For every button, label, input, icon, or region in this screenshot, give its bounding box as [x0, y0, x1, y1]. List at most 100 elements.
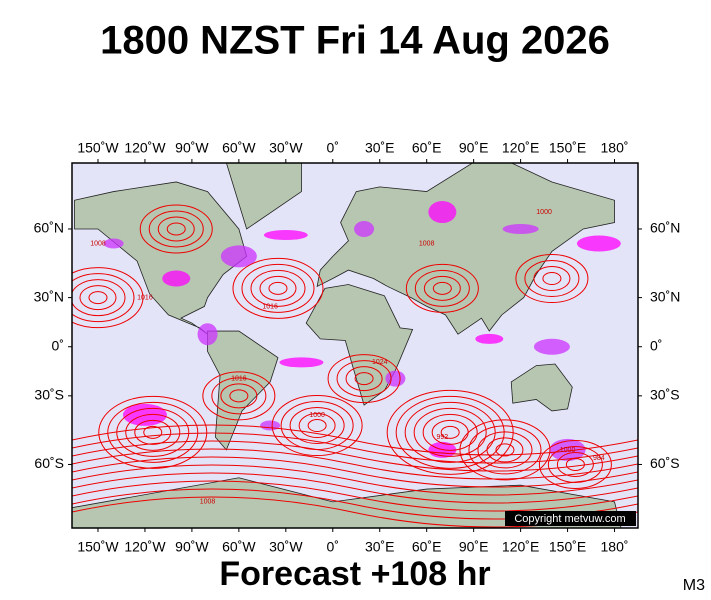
isobar — [148, 210, 204, 248]
isobar-label: 1016 — [137, 294, 153, 301]
isobar — [157, 216, 195, 242]
isobar — [107, 401, 199, 463]
isobar — [72, 424, 638, 456]
isobar — [166, 222, 186, 236]
isobar-label: 1016 — [262, 303, 278, 310]
isobar — [336, 360, 392, 398]
isobar — [72, 432, 638, 464]
isobar — [143, 425, 163, 439]
isobar — [495, 443, 515, 457]
isobar — [250, 269, 306, 307]
isobar — [268, 281, 288, 295]
lon-tick-label: 30˚E — [365, 539, 395, 555]
precipitation — [533, 338, 570, 355]
lat-tick-label: 30˚S — [34, 387, 64, 403]
lon-tick-label: 60˚W — [222, 539, 256, 555]
isobar — [405, 263, 479, 313]
precipitation — [475, 333, 504, 344]
isobar-label: 1008 — [90, 240, 106, 247]
isobar-label: 1016 — [231, 375, 247, 382]
isobar — [72, 448, 638, 480]
lon-tick-label: 150˚E — [549, 539, 586, 555]
isobar — [556, 451, 594, 477]
precipitation — [197, 323, 218, 346]
isobar — [345, 366, 383, 392]
isobar — [139, 204, 213, 254]
isobar — [327, 354, 401, 404]
precipitation — [260, 420, 281, 431]
land — [226, 163, 302, 230]
isobar — [211, 377, 267, 415]
lat-tick-label: 30˚S — [650, 387, 680, 403]
footer: Forecast +108 hr — [219, 555, 490, 593]
lon-tick-label: 60˚W — [222, 140, 256, 156]
precipitation — [279, 357, 324, 368]
isobar — [298, 413, 336, 439]
isobar-label: 1024 — [372, 359, 388, 366]
precipitation — [220, 245, 257, 268]
lon-tick-label: 0˚ — [327, 539, 339, 555]
lat-tick-label: 60˚S — [34, 455, 64, 471]
isobar-label: 1008 — [419, 240, 435, 247]
isobar — [72, 480, 638, 512]
isobar — [241, 263, 315, 313]
lon-tick-label: 0˚ — [327, 140, 339, 156]
lon-tick-label: 150˚W — [77, 539, 119, 555]
lat-tick-label: 0˚ — [52, 337, 64, 353]
land — [510, 363, 573, 412]
isobar — [524, 260, 580, 298]
isobar — [72, 273, 135, 323]
isobar — [432, 281, 452, 295]
isobar — [271, 395, 363, 457]
lat-tick-label: 60˚N — [650, 220, 680, 236]
isobar — [515, 254, 589, 304]
isobar-label: 984 — [593, 455, 605, 462]
isobar — [413, 407, 487, 457]
isobar — [220, 383, 258, 409]
lon-tick-label: 150˚E — [549, 140, 586, 156]
precipitation — [549, 438, 586, 461]
isobar — [229, 389, 249, 403]
isobar-label: 1008 — [200, 499, 216, 506]
isobar — [98, 395, 208, 469]
isobar — [440, 425, 460, 439]
isobar — [477, 431, 533, 469]
lat-tick-label: 30˚N — [650, 288, 680, 304]
isobar-label: 1000 — [309, 412, 325, 419]
land — [305, 284, 414, 406]
isobar — [354, 372, 374, 386]
lat-tick-label: 60˚S — [650, 455, 680, 471]
isobar — [307, 419, 327, 433]
precipitation — [103, 238, 124, 249]
isobar — [125, 413, 181, 451]
lon-tick-label: 90˚W — [175, 140, 209, 156]
isobar — [422, 413, 478, 451]
isobar — [72, 472, 638, 504]
precipitation — [428, 201, 457, 224]
isobar — [486, 437, 524, 463]
isobar — [459, 419, 551, 481]
lon-tick-label: 120˚W — [124, 140, 166, 156]
precipitation — [263, 230, 308, 241]
isobar — [72, 464, 638, 496]
isobar-label: 1000 — [536, 209, 552, 216]
precipitation — [385, 370, 406, 387]
precipitation — [502, 223, 539, 234]
isobar — [72, 456, 638, 488]
isobar — [289, 407, 345, 445]
title: 1800 NZST Fri 14 Aug 2026 — [100, 19, 610, 63]
precipitation — [576, 235, 621, 252]
isobar — [533, 266, 571, 292]
isobar — [88, 291, 108, 305]
isobar — [72, 267, 144, 329]
isobar — [259, 275, 297, 301]
corner-label: M3 — [683, 577, 705, 594]
map-frame — [71, 162, 639, 529]
lat-tick-label: 30˚N — [34, 288, 64, 304]
land — [74, 181, 248, 335]
lon-tick-label: 60˚E — [412, 539, 442, 555]
lon-tick-label: 90˚E — [459, 140, 489, 156]
isobar — [134, 419, 172, 445]
land — [316, 163, 615, 335]
isobar — [72, 279, 126, 317]
